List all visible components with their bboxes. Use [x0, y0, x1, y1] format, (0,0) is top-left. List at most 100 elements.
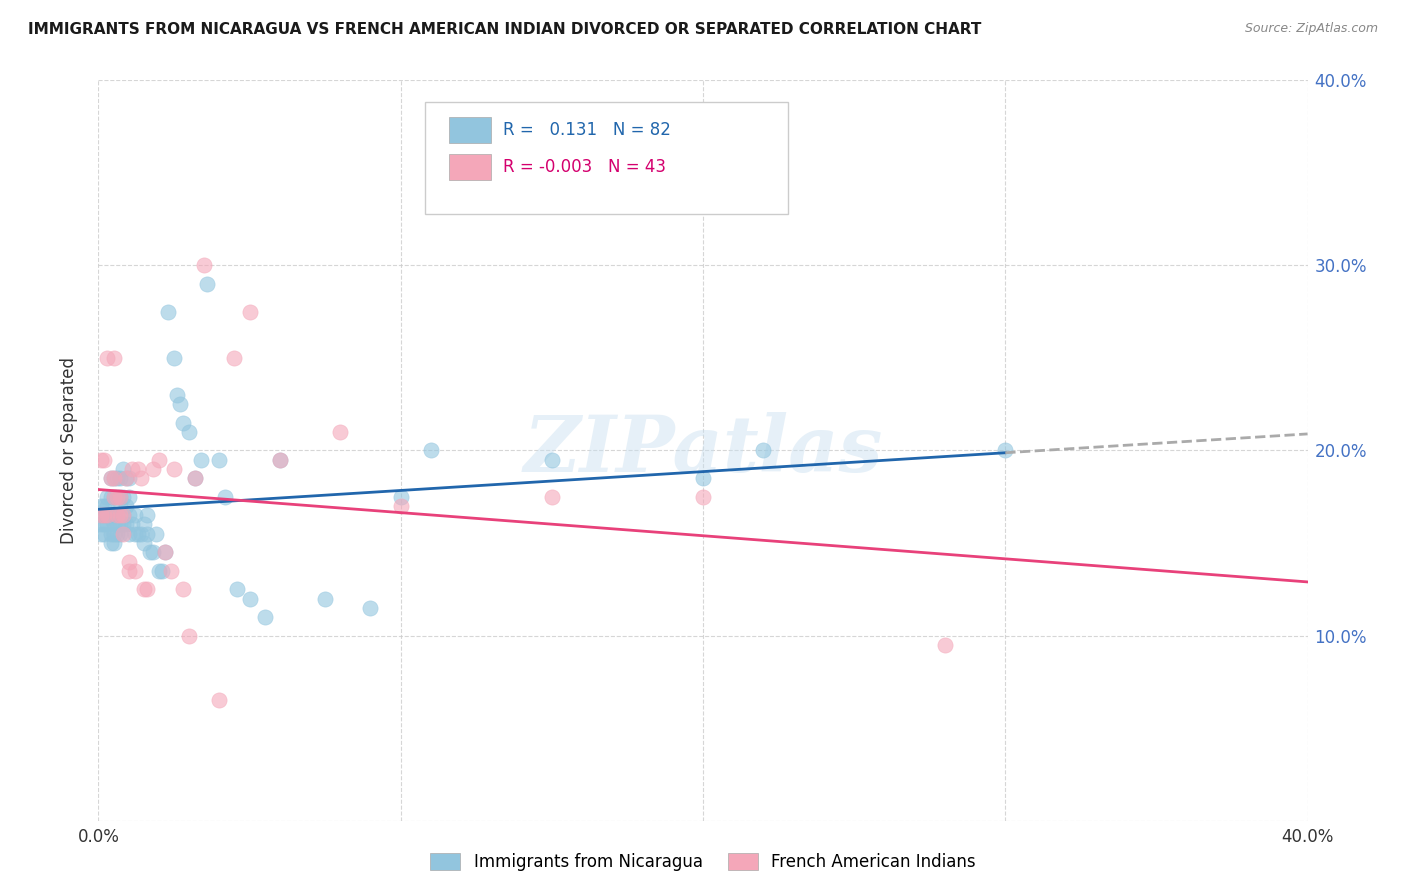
Point: [389, 499, 412, 513]
Legend: Immigrants from Nicaragua, French American Indians: Immigrants from Nicaragua, French Americ…: [422, 845, 984, 880]
Point: [193, 259, 215, 273]
Point: [90, 517, 112, 532]
Point: [108, 508, 131, 523]
Text: IMMIGRANTS FROM NICARAGUA VS FRENCH AMERICAN INDIAN DIVORCED OR SEPARATED CORREL: IMMIGRANTS FROM NICARAGUA VS FRENCH AMER…: [28, 22, 981, 37]
Text: Source: ZipAtlas.com: Source: ZipAtlas.com: [1244, 22, 1378, 36]
Point: [96, 490, 118, 504]
Point: [148, 564, 170, 578]
Point: [190, 452, 212, 467]
Point: [135, 508, 157, 523]
Point: [129, 471, 152, 485]
Point: [108, 517, 131, 532]
Point: [127, 526, 149, 541]
Point: [127, 462, 149, 476]
FancyBboxPatch shape: [449, 154, 492, 180]
Point: [132, 517, 155, 532]
Point: [163, 462, 186, 476]
Point: [124, 526, 146, 541]
Point: [103, 490, 125, 504]
Point: [314, 591, 336, 606]
Point: [540, 490, 562, 504]
Point: [239, 591, 262, 606]
Point: [389, 490, 412, 504]
Point: [226, 582, 249, 597]
Point: [90, 508, 112, 523]
Point: [100, 471, 122, 485]
Point: [153, 545, 176, 559]
Point: [93, 508, 115, 523]
Point: [156, 304, 179, 318]
Point: [124, 564, 146, 578]
Point: [103, 490, 125, 504]
Point: [329, 425, 352, 439]
Point: [150, 564, 173, 578]
Point: [118, 490, 141, 504]
Point: [692, 490, 714, 504]
Point: [93, 499, 115, 513]
Point: [114, 471, 136, 485]
Point: [160, 564, 183, 578]
Point: [108, 499, 131, 513]
Point: [172, 582, 194, 597]
Point: [111, 490, 134, 504]
Point: [100, 508, 122, 523]
Point: [118, 554, 141, 569]
Point: [269, 452, 291, 467]
Point: [135, 582, 157, 597]
Point: [103, 351, 125, 365]
Point: [118, 471, 141, 485]
Point: [269, 452, 291, 467]
Point: [105, 508, 128, 523]
Point: [145, 526, 167, 541]
Point: [420, 443, 443, 458]
Point: [118, 526, 141, 541]
Point: [90, 526, 112, 541]
Point: [108, 490, 131, 504]
Point: [103, 508, 125, 523]
Point: [132, 536, 155, 550]
Point: [93, 508, 115, 523]
Text: R = -0.003   N = 43: R = -0.003 N = 43: [503, 158, 666, 176]
Point: [172, 416, 194, 430]
Point: [93, 517, 115, 532]
Point: [103, 471, 125, 485]
Point: [224, 351, 246, 365]
Point: [124, 508, 146, 523]
Point: [100, 536, 122, 550]
Point: [105, 490, 128, 504]
Point: [184, 471, 207, 485]
Point: [169, 397, 191, 411]
Point: [111, 462, 134, 476]
Point: [105, 517, 128, 532]
Point: [118, 508, 141, 523]
Point: [105, 508, 128, 523]
Point: [111, 517, 134, 532]
Text: R =   0.131   N = 82: R = 0.131 N = 82: [503, 121, 671, 139]
Point: [105, 471, 128, 485]
FancyBboxPatch shape: [425, 103, 787, 213]
Point: [114, 471, 136, 485]
Point: [121, 462, 143, 476]
Point: [139, 545, 162, 559]
Point: [103, 526, 125, 541]
Point: [692, 471, 714, 485]
Point: [142, 545, 165, 559]
Point: [934, 638, 956, 652]
Point: [179, 628, 201, 642]
Point: [100, 526, 122, 541]
Point: [253, 610, 276, 624]
Point: [93, 452, 115, 467]
Point: [132, 582, 155, 597]
Point: [214, 490, 236, 504]
Point: [540, 452, 562, 467]
Point: [129, 526, 152, 541]
Point: [163, 351, 186, 365]
Point: [103, 536, 125, 550]
Point: [108, 490, 131, 504]
Point: [108, 471, 131, 485]
Point: [90, 499, 112, 513]
Point: [93, 526, 115, 541]
Point: [239, 304, 262, 318]
Point: [111, 508, 134, 523]
Point: [121, 517, 143, 532]
